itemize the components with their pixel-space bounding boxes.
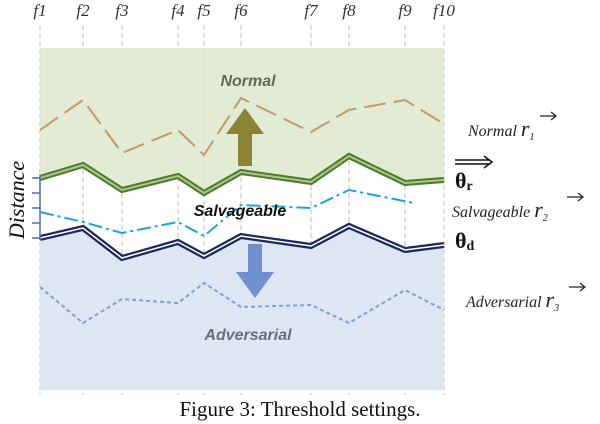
threshold-text: θr	[455, 168, 473, 194]
down-arrow	[236, 244, 274, 298]
feature-label: f10	[433, 1, 455, 20]
region-label: Normal	[220, 73, 276, 90]
feature-label: f2	[76, 1, 90, 20]
normal-vector-line	[39, 96, 445, 157]
theta-d-line-inner	[39, 225, 445, 259]
feature-label: f6	[234, 1, 248, 20]
feature-label: f1	[33, 1, 46, 20]
axis-ticks	[32, 175, 41, 240]
region-label: Salvageable	[194, 203, 287, 220]
region-label: Adversarial	[203, 327, 292, 344]
adversarial-region	[40, 226, 444, 390]
feature-label: f8	[342, 1, 356, 20]
threshold-label: θr	[455, 155, 494, 194]
vector-text: Normal r1	[467, 116, 534, 143]
y-axis-label: Distance	[4, 161, 29, 240]
feature-label: f7	[304, 1, 319, 20]
threshold-label: θd	[455, 228, 474, 254]
vector-label: Adversarial r3	[465, 282, 586, 314]
feature-label: f4	[171, 1, 185, 20]
up-arrow	[226, 108, 264, 166]
feature-label: f3	[115, 1, 128, 20]
vector-text: Adversarial r3	[465, 287, 559, 314]
adversarial-vector-line	[39, 281, 445, 325]
vector-text: Salvageable r2	[452, 197, 548, 224]
vector-label: Normal r1	[467, 111, 557, 143]
caption: Figure 3: Threshold settings.	[179, 397, 420, 421]
vector-label: Salvageable r2	[452, 192, 584, 224]
feature-label: f9	[398, 1, 412, 20]
theta-r-line-inner	[39, 154, 445, 195]
feature-labels: f1 f2 f3 f4 f5 f6 f7 f8 f9 f10	[33, 1, 455, 20]
feature-label: f5	[197, 1, 210, 20]
salvageable-vector-line	[39, 188, 415, 238]
